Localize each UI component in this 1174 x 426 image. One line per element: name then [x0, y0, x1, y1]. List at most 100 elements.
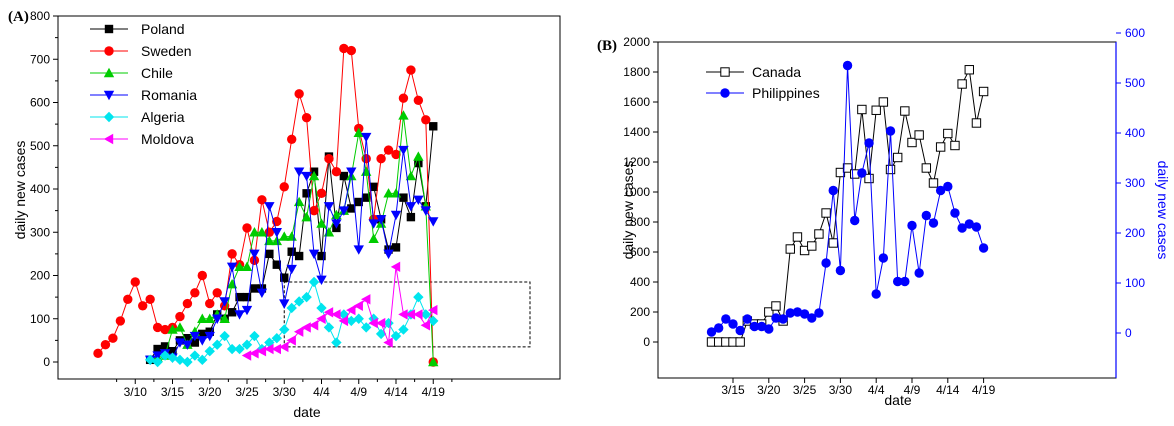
- y-tick-label: 600: [30, 96, 50, 110]
- legend-marker: [720, 88, 730, 98]
- data-point-poland: [242, 292, 252, 302]
- data-point-moldova: [241, 350, 252, 361]
- data-point-philippines: [878, 253, 889, 263]
- legend-marker: [103, 90, 115, 101]
- data-point-poland: [280, 273, 289, 282]
- data-point-chile: [234, 261, 245, 272]
- data-point-romania: [279, 299, 290, 309]
- data-point-algeria: [361, 322, 372, 333]
- data-point-canada: [914, 130, 924, 140]
- y-tick-label: 0: [643, 335, 650, 349]
- data-point-romania: [316, 275, 327, 286]
- data-point-chile: [264, 235, 275, 246]
- data-point-moldova: [301, 322, 311, 333]
- data-point-philippines: [871, 289, 881, 299]
- data-point-canada: [964, 65, 974, 75]
- data-point-poland: [160, 342, 170, 351]
- data-point-romania: [197, 336, 208, 346]
- data-point-romania: [256, 288, 268, 298]
- x-tick-label: 3/30: [273, 385, 297, 399]
- data-point-philippines: [907, 220, 917, 231]
- data-point-philippines: [742, 314, 753, 324]
- data-point-canada: [878, 97, 889, 107]
- data-point-poland: [414, 158, 423, 168]
- data-point-sweden: [398, 93, 409, 103]
- y-tick-label: 600: [630, 245, 650, 259]
- panel-b-data: [706, 60, 989, 347]
- data-point-canada: [792, 232, 803, 242]
- data-point-philippines: [850, 215, 860, 226]
- data-point-chile: [353, 127, 364, 137]
- data-point-chile: [204, 313, 215, 323]
- data-point-canada: [814, 229, 824, 239]
- data-point-romania: [293, 167, 305, 177]
- data-point-moldova: [271, 343, 281, 355]
- data-point-sweden: [406, 65, 416, 75]
- data-point-romania: [182, 340, 193, 350]
- data-point-romania: [405, 202, 417, 212]
- data-point-canada: [971, 118, 982, 128]
- data-point-poland: [406, 212, 416, 222]
- data-point-romania: [264, 202, 275, 212]
- data-point-philippines: [778, 314, 788, 324]
- data-point-poland: [250, 284, 259, 293]
- data-point-moldova: [338, 315, 349, 327]
- panel-a-chart: 0 100 200 300 400 500 600 700 800 3/10 3/15 3/20 3/2…: [8, 9, 561, 420]
- data-point-romania: [420, 206, 431, 216]
- data-point-algeria: [182, 356, 193, 368]
- legend-entry: Philippines: [752, 85, 820, 101]
- data-point-algeria: [331, 337, 342, 348]
- x-axis-label: date: [884, 392, 911, 408]
- data-point-philippines: [799, 309, 810, 319]
- data-point-poland: [362, 193, 371, 202]
- data-point-poland: [190, 338, 200, 347]
- data-point-moldova: [390, 261, 401, 273]
- data-point-canada: [957, 79, 967, 89]
- data-point-romania: [398, 145, 409, 156]
- x-tick-label: 3/30: [829, 383, 853, 397]
- data-point-sweden: [138, 301, 148, 311]
- y-right-axis-label: daily new cases: [1155, 161, 1171, 260]
- data-point-poland: [153, 344, 162, 354]
- data-point-sweden: [115, 316, 126, 326]
- data-point-algeria: [152, 356, 163, 368]
- data-point-poland: [354, 197, 363, 207]
- data-point-sweden: [324, 154, 334, 164]
- panel-a-data: [93, 43, 439, 368]
- data-point-algeria: [420, 309, 431, 320]
- data-point-philippines: [842, 60, 853, 71]
- data-point-canada: [943, 128, 953, 139]
- data-point-moldova: [249, 348, 259, 359]
- data-point-sweden: [160, 324, 170, 335]
- data-point-algeria: [144, 354, 156, 366]
- data-point-poland: [183, 334, 192, 343]
- data-point-sweden: [346, 45, 356, 56]
- panel-b-legend: Canada Philippines: [706, 64, 820, 101]
- data-point-romania: [204, 331, 215, 342]
- data-point-philippines: [792, 307, 803, 317]
- data-point-algeria: [212, 339, 223, 350]
- data-point-moldova: [323, 307, 334, 318]
- data-point-moldova: [316, 313, 326, 324]
- data-point-canada: [885, 164, 896, 175]
- data-point-philippines: [771, 313, 781, 323]
- data-point-chile: [301, 211, 312, 222]
- x-tick-label: 3/15: [161, 385, 185, 399]
- series-line-philippines: [711, 65, 985, 333]
- data-point-romania: [286, 264, 297, 275]
- data-point-sweden: [339, 43, 349, 54]
- data-point-chile: [271, 235, 282, 246]
- y-right-tick-label: 0: [1125, 326, 1132, 340]
- series-moldova: [241, 261, 438, 361]
- y-tick-label: 400: [30, 182, 50, 196]
- data-point-romania: [212, 314, 223, 324]
- data-point-canada: [764, 307, 774, 317]
- series-romania: [144, 132, 439, 366]
- y-right-tick-label: 300: [1125, 176, 1145, 190]
- data-point-sweden: [100, 340, 111, 350]
- data-point-canada: [828, 238, 838, 248]
- data-point-moldova: [428, 304, 438, 316]
- x-tick-label: 4/19: [422, 385, 446, 399]
- x-axis-label: date: [293, 404, 320, 420]
